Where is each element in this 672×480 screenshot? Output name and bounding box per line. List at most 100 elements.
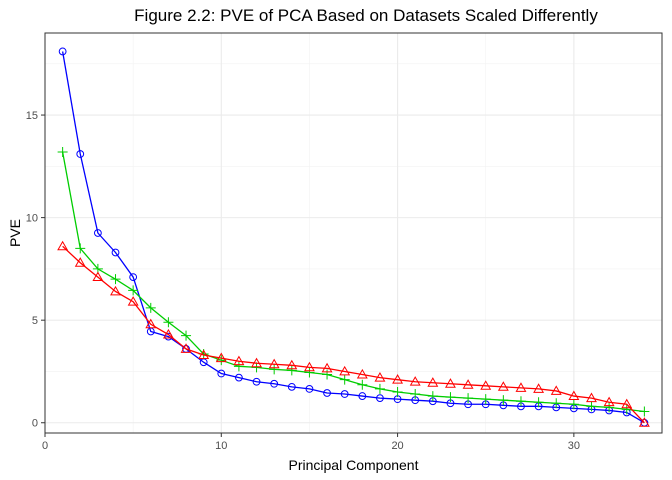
data-point-triangle bbox=[444, 378, 456, 388]
data-point-triangle bbox=[568, 390, 580, 401]
data-point-plus bbox=[374, 383, 385, 394]
data-point-triangle bbox=[515, 382, 527, 392]
data-point-plus bbox=[110, 274, 121, 285]
data-point-triangle bbox=[339, 365, 351, 376]
series-line-triangle bbox=[62, 245, 645, 424]
data-point-triangle bbox=[268, 358, 280, 369]
data-point-triangle bbox=[198, 349, 210, 360]
data-point-triangle bbox=[392, 374, 404, 384]
data-point-plus bbox=[145, 302, 156, 313]
y-tick-label: 0 bbox=[32, 418, 38, 430]
data-point-triangle bbox=[145, 318, 157, 329]
data-point-plus bbox=[639, 406, 650, 417]
data-point-circle bbox=[305, 384, 314, 393]
data-point-plus bbox=[568, 399, 579, 410]
data-point-circle bbox=[235, 373, 243, 382]
data-point-triangle bbox=[74, 257, 86, 267]
data-point-circle bbox=[270, 379, 279, 388]
data-point-circle bbox=[111, 248, 120, 257]
data-point-triangle bbox=[180, 343, 192, 353]
data-point-triangle bbox=[427, 377, 439, 387]
data-point-triangle bbox=[303, 361, 315, 372]
data-point-plus bbox=[586, 401, 597, 412]
y-axis-ticks: 0 5 10 15 bbox=[26, 110, 45, 430]
data-point-plus bbox=[551, 398, 562, 409]
minor-gridlines bbox=[45, 33, 662, 433]
data-point-triangle bbox=[638, 417, 650, 427]
data-point-plus bbox=[128, 285, 139, 296]
data-point-triangle bbox=[127, 296, 139, 306]
data-point-plus bbox=[181, 330, 192, 341]
data-point-triangle bbox=[110, 285, 121, 296]
data-point-triangle bbox=[462, 379, 474, 389]
series-triangle bbox=[57, 240, 650, 427]
series-circle bbox=[58, 47, 649, 427]
series-line-plus bbox=[61, 151, 645, 413]
data-point-circle bbox=[217, 369, 226, 378]
data-point-triangle bbox=[215, 352, 227, 363]
data-point-circle bbox=[58, 47, 67, 56]
data-point-plus bbox=[163, 317, 174, 328]
data-point-plus bbox=[445, 392, 456, 403]
data-point-triangle bbox=[162, 328, 174, 339]
x-tick-label: 0 bbox=[42, 440, 48, 452]
data-point-triangle bbox=[356, 368, 368, 379]
data-point-plus bbox=[357, 379, 368, 390]
data-point-triangle bbox=[621, 398, 633, 409]
data-point-triangle bbox=[550, 385, 562, 395]
data-point-triangle bbox=[603, 396, 615, 407]
data-point-plus bbox=[515, 396, 526, 407]
data-point-circle bbox=[358, 392, 367, 400]
data-point-plus bbox=[463, 393, 474, 404]
data-point-plus bbox=[322, 369, 333, 380]
x-tick-label: 30 bbox=[568, 440, 580, 452]
data-point-triangle bbox=[286, 359, 298, 370]
data-point-triangle bbox=[92, 271, 104, 282]
data-point-plus bbox=[604, 402, 615, 413]
data-point-plus bbox=[233, 361, 244, 372]
data-point-plus bbox=[427, 391, 438, 402]
y-tick-label: 5 bbox=[32, 315, 38, 327]
data-point-triangle bbox=[57, 240, 69, 251]
y-tick-label: 15 bbox=[26, 110, 38, 122]
series-layer bbox=[57, 47, 650, 427]
data-point-circle bbox=[323, 389, 331, 397]
data-point-plus bbox=[304, 367, 315, 378]
data-point-circle bbox=[76, 150, 85, 158]
data-point-circle bbox=[340, 390, 349, 398]
data-point-plus bbox=[57, 146, 68, 157]
data-point-plus bbox=[339, 374, 350, 385]
series-line-circle bbox=[61, 51, 645, 424]
data-point-plus bbox=[621, 404, 632, 415]
data-point-plus bbox=[251, 362, 262, 373]
x-axis-ticks: 0 10 20 30 bbox=[42, 433, 580, 452]
y-axis-title: PVE bbox=[7, 219, 23, 247]
data-point-circle bbox=[129, 273, 138, 282]
data-point-circle bbox=[376, 394, 384, 403]
data-point-triangle bbox=[251, 357, 263, 368]
plot-panel bbox=[45, 33, 662, 433]
data-point-plus bbox=[75, 243, 86, 254]
data-point-plus bbox=[410, 389, 421, 400]
data-point-triangle bbox=[321, 362, 333, 373]
x-tick-label: 10 bbox=[215, 440, 227, 452]
data-point-plus bbox=[480, 394, 491, 405]
data-point-plus bbox=[498, 395, 509, 406]
chart-title: Figure 2.2: PVE of PCA Based on Datasets… bbox=[134, 6, 598, 25]
data-point-triangle bbox=[533, 383, 545, 393]
data-point-circle bbox=[252, 377, 261, 386]
data-point-plus bbox=[392, 386, 403, 397]
panel-border bbox=[44, 32, 663, 434]
x-axis-title: Principal Component bbox=[289, 457, 419, 473]
data-point-plus bbox=[533, 397, 544, 408]
data-point-circle bbox=[287, 382, 296, 391]
data-point-triangle bbox=[233, 355, 245, 366]
data-point-plus bbox=[269, 364, 280, 375]
data-point-triangle bbox=[374, 372, 386, 382]
data-point-triangle bbox=[480, 380, 492, 390]
data-point-triangle bbox=[497, 381, 509, 391]
y-tick-label: 10 bbox=[26, 213, 38, 225]
data-point-circle bbox=[93, 229, 102, 237]
